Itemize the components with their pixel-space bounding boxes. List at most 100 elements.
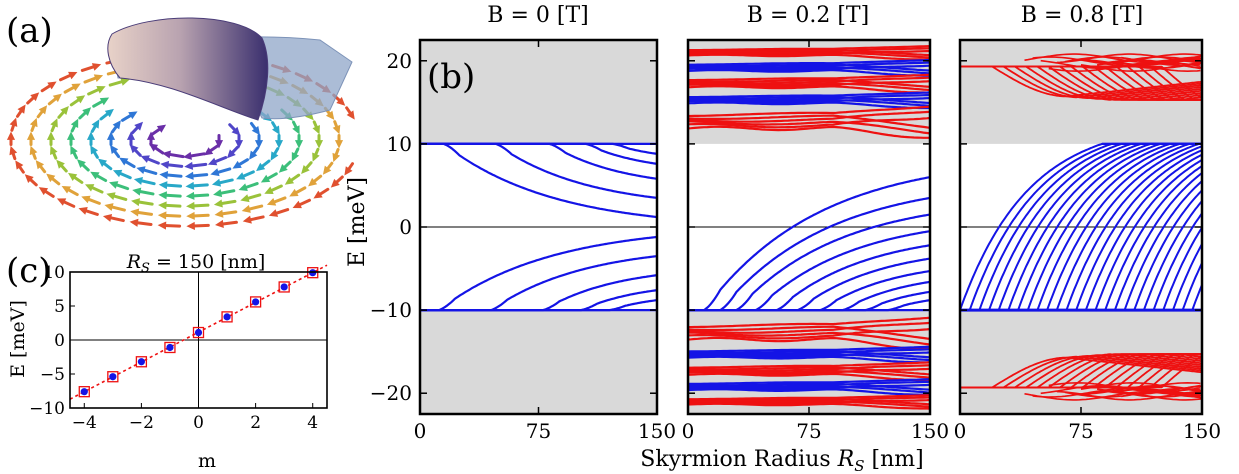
b2-landau-level-line-5-3 — [688, 321, 930, 334]
b2-landau-level-line-1-5 — [688, 58, 930, 66]
spin-arrow-head — [289, 188, 299, 197]
panel-c-title-R: R — [126, 251, 141, 273]
spin-arrow-head — [284, 176, 295, 185]
c-point-2 — [137, 358, 145, 366]
spin-arrow-head — [236, 172, 246, 180]
spin-arrow-head — [129, 144, 139, 154]
spin-arrow-head — [50, 118, 58, 128]
spin-arrow-head — [278, 164, 288, 173]
c-point-square-3 — [164, 341, 176, 354]
b3-red-top-band-11 — [1113, 62, 1201, 73]
b2-landau-level-line-4-2 — [688, 120, 930, 135]
spin-arrow-head — [131, 198, 141, 207]
b1-series-line-9 — [420, 274, 657, 312]
b3-x-tick-label: 75 — [1068, 419, 1093, 443]
b2-landau-level-line-7-3 — [688, 364, 930, 372]
c-point-square-5 — [221, 311, 233, 323]
spin-arrow-head — [35, 160, 45, 170]
spin-arrow-head — [256, 162, 266, 172]
b1-curves — [420, 142, 657, 312]
panel-b1-title: B = 0 [T] — [487, 3, 588, 28]
c-x-tick-label: −4 — [72, 413, 97, 433]
spin-arrow-head — [344, 166, 353, 176]
spin-arrow-head — [231, 126, 241, 136]
b2-landau-level-line-6-5 — [688, 345, 930, 353]
b2-landau-level-line-9-5 — [688, 394, 930, 401]
shared-x-axis-label-R: R — [837, 447, 855, 472]
panel-label-a: (a) — [6, 11, 53, 51]
spin-arrow-head — [6, 131, 16, 140]
b2-series-line-2 — [688, 196, 930, 312]
spin-arrow-head — [68, 172, 78, 182]
b2-x-tick-label: 150 — [911, 419, 949, 443]
b2-landau-level-line-8-3 — [688, 380, 930, 388]
spin-arrow-head — [70, 145, 78, 155]
spin-arrow-head — [266, 198, 277, 206]
b2-landau-level-line-2-0 — [688, 85, 930, 94]
b3-series-line-24 — [960, 284, 1202, 312]
spin-arrow-head — [312, 125, 320, 135]
spin-arrow-head — [38, 105, 48, 115]
spin-arrow-head — [330, 178, 340, 188]
spin-arrow-head — [157, 221, 167, 230]
b2-landau-level-line-1-3 — [688, 61, 930, 69]
spin-arrow-head — [106, 131, 116, 140]
spin-arrow-head — [106, 192, 116, 201]
panel-b1-plot-area: 0 75 150 −20 −10 0 10 20 — [370, 38, 676, 443]
b1-series-line-7 — [420, 235, 657, 312]
c-y-tick-label: −5 — [40, 365, 65, 385]
spin-arrow-head — [132, 187, 142, 196]
spin-arrow-head — [129, 218, 139, 227]
spin-arrow-head — [158, 201, 167, 210]
panel-c-title: RS = 150 [nm] — [126, 251, 266, 276]
spin-arrow-head — [70, 118, 79, 128]
b2-landau-level-line-4-4 — [688, 114, 930, 129]
spin-arrow-head — [82, 107, 92, 116]
spin-arrow-head — [146, 131, 156, 140]
b2-landau-level-line-2-3 — [688, 76, 930, 85]
spin-arrow-head — [86, 131, 96, 140]
spin-arrow-head — [234, 140, 244, 149]
spin-arrow-head — [242, 215, 252, 224]
spin-arrow-head — [251, 125, 260, 136]
b3-red-bottom-band-15 — [1145, 387, 1201, 392]
spin-arrow-head — [314, 140, 324, 149]
spin-arrow-head — [334, 140, 344, 149]
panel-c-title-rest: = 150 [nm] — [150, 251, 265, 273]
spin-arrow-head — [274, 140, 284, 149]
spin-arrow-head — [332, 124, 341, 135]
spin-arrow-head — [254, 140, 264, 149]
spin-arrow-head — [312, 152, 320, 162]
b2-landau-level-line-7-4 — [688, 366, 930, 376]
b2-x-tick-label: 75 — [796, 419, 821, 443]
spin-arrow-head — [207, 157, 218, 166]
spin-arrow-head — [213, 189, 223, 198]
b3-red-bottom-line-15 — [960, 355, 1202, 389]
b1-series-line-8 — [420, 255, 657, 312]
spin-arrow-head — [186, 221, 195, 230]
spin-arrow-head — [158, 191, 167, 200]
spin-arrow-head — [93, 74, 104, 82]
spin-arrow-head — [136, 166, 146, 175]
spin-arrow-head — [81, 195, 91, 204]
b2-landau-level-line-0-4 — [688, 48, 930, 57]
spin-arrow-head — [99, 97, 110, 106]
panel-c-plot-area: −4 −2 0 2 4 −10 −5 0 5 10 — [29, 263, 328, 433]
spin-arrow-head — [104, 203, 114, 212]
b2-landau-level-line-3-4 — [688, 95, 930, 105]
spin-arrow-head — [214, 140, 224, 149]
b3-red-bottom-band-11 — [1113, 381, 1201, 392]
c-point-5 — [223, 313, 231, 321]
spin-arrow-head — [185, 191, 195, 200]
b2-landau-level-line-2-5 — [688, 73, 930, 82]
spin-arrow-head — [226, 149, 236, 159]
b2-landau-level-line-5-0 — [688, 336, 930, 350]
c-point-3 — [166, 343, 174, 352]
b1-series-line-2 — [420, 142, 657, 219]
spin-arrow-head — [52, 93, 62, 103]
b3-red-top-band-10 — [1105, 59, 1202, 69]
spin-arrow-head — [75, 95, 86, 104]
b2-landau-level-line-9-4 — [688, 397, 930, 406]
spin-arrow-head — [110, 144, 119, 155]
spin-arrow-head — [78, 207, 88, 215]
